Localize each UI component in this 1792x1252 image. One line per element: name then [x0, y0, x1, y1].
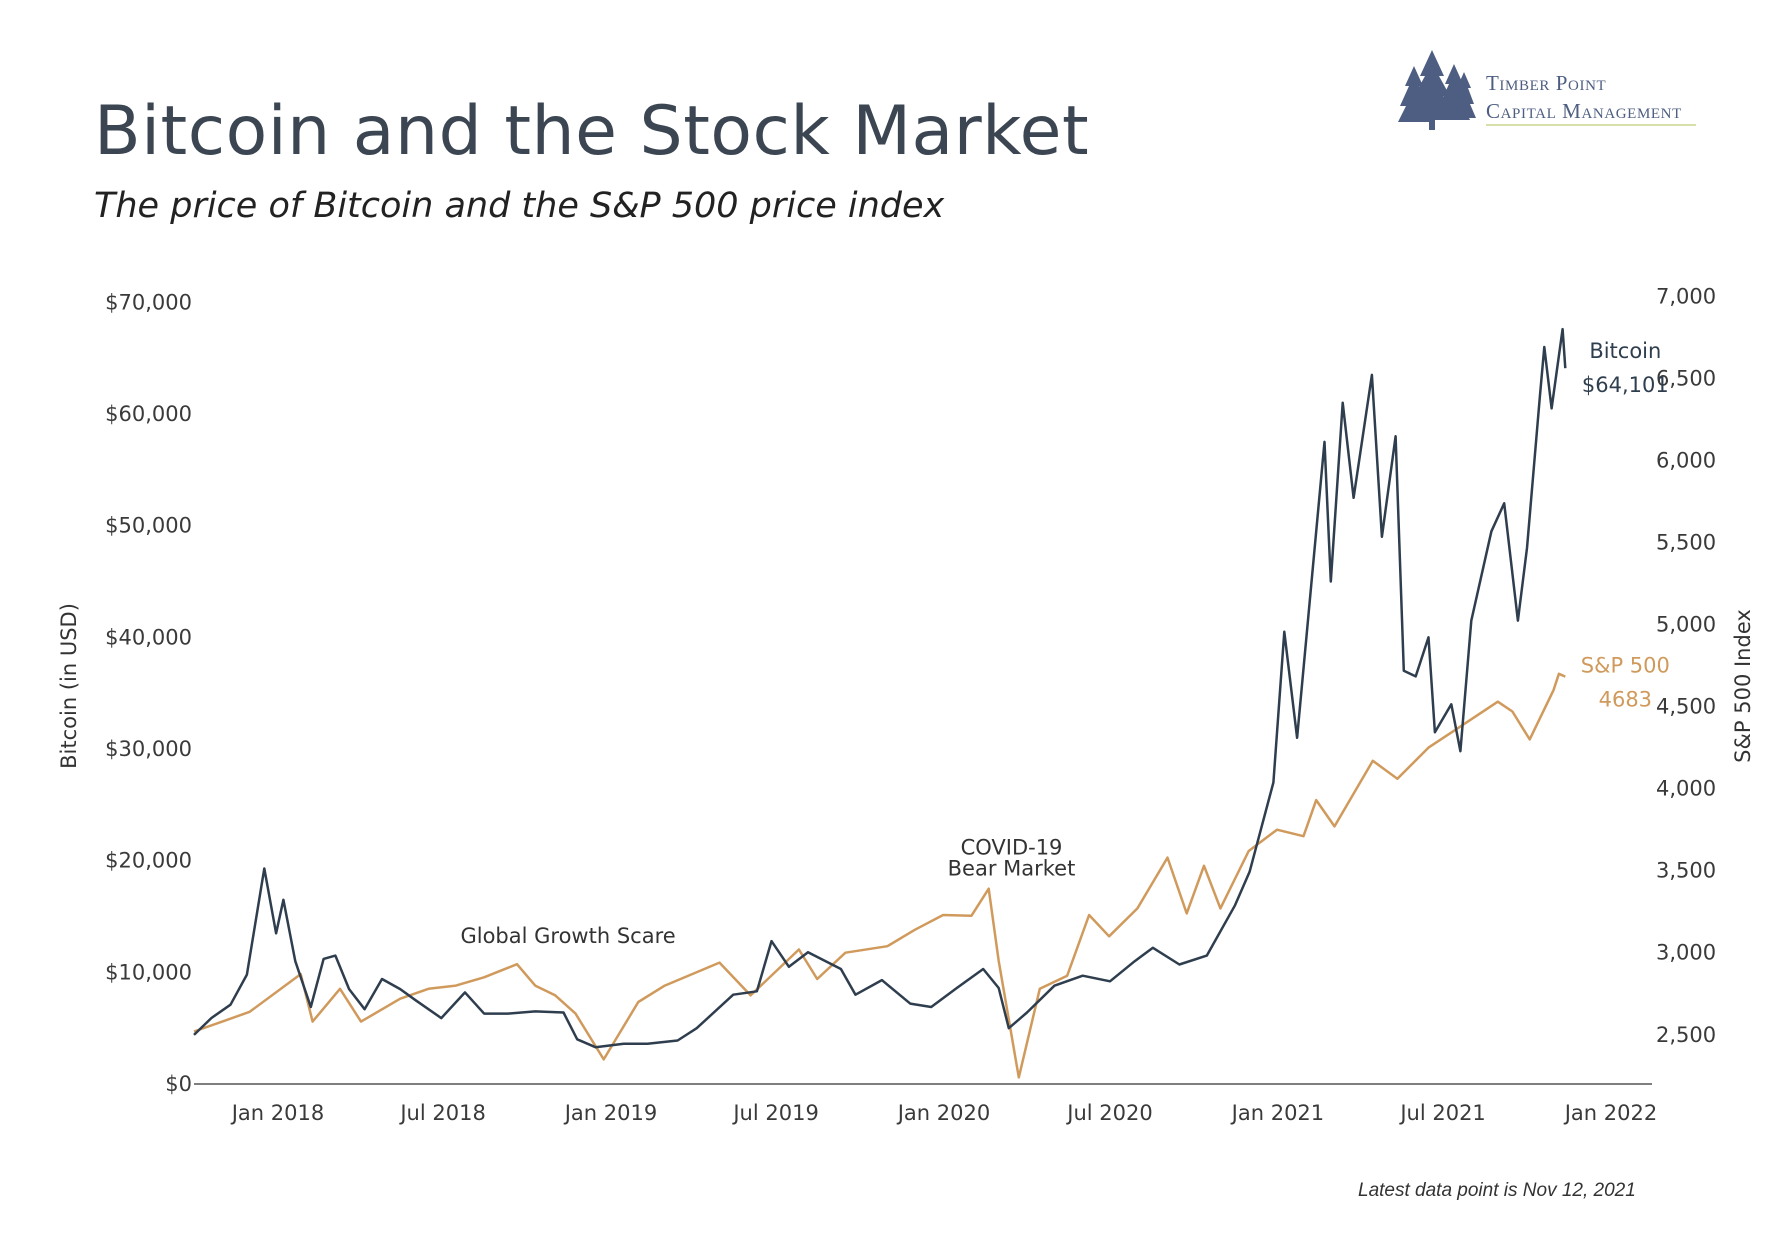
y-left-tick-label: $70,000: [105, 290, 192, 314]
annotation-covid1: COVID-19: [961, 835, 1063, 859]
footnote: Latest data point is Nov 12, 2021: [1358, 1180, 1636, 1201]
x-tick-label: Jan 2019: [563, 1101, 658, 1125]
y-right-tick-label: 6,500: [1656, 366, 1716, 390]
x-tick-label: Jan 2020: [896, 1101, 991, 1125]
logo-line-2: Capital Management: [1486, 99, 1682, 123]
sp500-series-line: [193, 672, 1566, 1079]
y-left-tick-label: $30,000: [105, 737, 192, 761]
y-right-tick-label: 3,500: [1656, 859, 1716, 883]
chart-subtitle: The price of Bitcoin and the S&P 500 pri…: [94, 186, 945, 226]
x-tick-label: Jul 2021: [1398, 1101, 1485, 1125]
sp500-series-name: S&P 500: [1581, 654, 1670, 678]
logo-line-1: Timber Point: [1486, 71, 1607, 95]
x-tick-label: Jan 2022: [1563, 1101, 1658, 1125]
logo-underline: [1486, 124, 1696, 126]
x-tick-label: Jan 2021: [1230, 1101, 1325, 1125]
sp500-end-value: 4683: [1599, 688, 1652, 712]
x-tick-label: Jan 2018: [230, 1101, 325, 1125]
y-right-tick-label: 7,000: [1656, 284, 1716, 308]
y-right-tick-label: 4,000: [1656, 777, 1716, 801]
y-left-tick-label: $0: [165, 1072, 192, 1096]
y-left-tick-label: $10,000: [105, 960, 192, 984]
pine-trees-icon: [1398, 50, 1476, 130]
annotation-covid2: Bear Market: [948, 857, 1076, 881]
y-right-tick-label: 6,000: [1656, 448, 1716, 472]
y-left-tick-label: $50,000: [105, 514, 192, 538]
y-right-axis-title: S&P 500 Index: [1731, 609, 1755, 763]
y-right-tick-label: 3,000: [1656, 941, 1716, 965]
y-right-tick-label: 5,500: [1656, 531, 1716, 555]
chart-title: Bitcoin and the Stock Market: [94, 92, 1090, 171]
company-logo: Timber Point Capital Management: [1398, 48, 1698, 138]
annotation-growth: Global Growth Scare: [460, 924, 675, 948]
y-left-tick-label: $40,000: [105, 625, 192, 649]
x-tick-label: Jul 2018: [398, 1101, 485, 1125]
y-left-axis-title: Bitcoin (in USD): [57, 603, 81, 769]
y-right-tick-label: 4,500: [1656, 695, 1716, 719]
y-right-tick-label: 5,000: [1656, 613, 1716, 637]
bitcoin-series-name: Bitcoin: [1589, 339, 1661, 363]
y-left-tick-label: $60,000: [105, 402, 192, 426]
bitcoin-series-line: [193, 327, 1567, 1049]
x-tick-label: Jul 2020: [1065, 1101, 1152, 1125]
y-left-tick-label: $20,000: [105, 849, 192, 873]
x-tick-label: Jul 2019: [731, 1101, 818, 1125]
bitcoin-end-value: $64,101: [1582, 373, 1669, 397]
y-right-tick-label: 2,500: [1656, 1023, 1716, 1047]
